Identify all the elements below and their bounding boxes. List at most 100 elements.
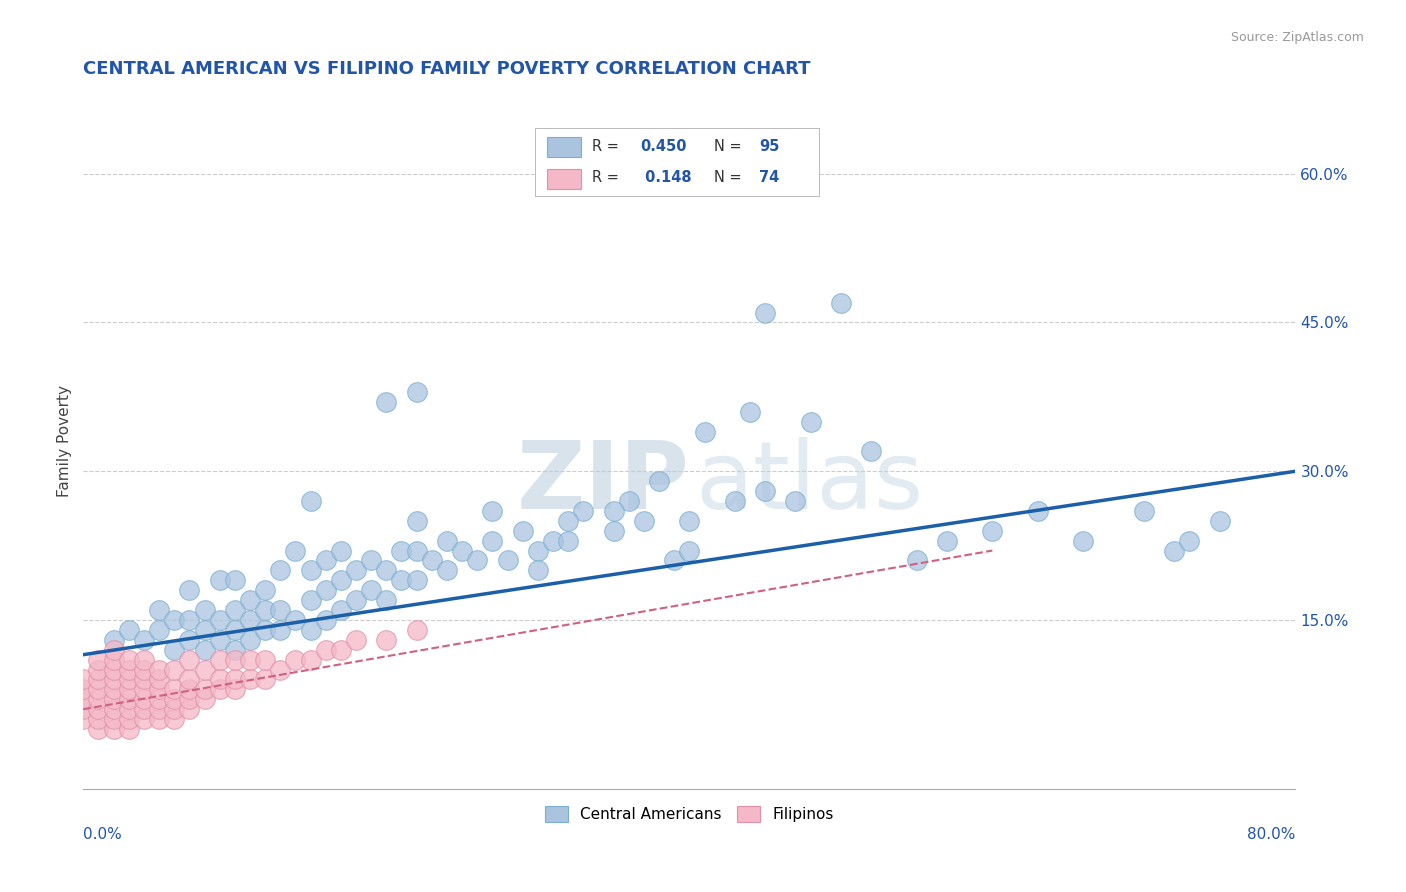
Point xyxy=(163,712,186,726)
Point xyxy=(118,663,141,677)
Point xyxy=(269,663,291,677)
Point xyxy=(72,673,94,687)
Point xyxy=(405,543,427,558)
Point xyxy=(148,623,170,637)
Point xyxy=(148,702,170,716)
Point xyxy=(103,692,125,706)
Point xyxy=(329,603,352,617)
Point xyxy=(375,632,398,647)
Point xyxy=(299,563,322,577)
Y-axis label: Family Poverty: Family Poverty xyxy=(58,385,72,498)
Text: N =: N = xyxy=(714,138,747,153)
Point xyxy=(163,702,186,716)
Point xyxy=(132,663,155,677)
Point xyxy=(72,692,94,706)
Point xyxy=(179,653,201,667)
Point xyxy=(754,484,776,499)
Point xyxy=(148,663,170,677)
Point xyxy=(87,663,110,677)
Point xyxy=(315,613,337,627)
Point xyxy=(193,692,215,706)
Point xyxy=(451,543,474,558)
Point xyxy=(1208,514,1230,528)
Point xyxy=(269,623,291,637)
Point xyxy=(132,692,155,706)
Point xyxy=(239,673,262,687)
Point xyxy=(299,653,322,667)
Point xyxy=(224,623,246,637)
Point xyxy=(299,623,322,637)
Point xyxy=(224,603,246,617)
Point xyxy=(179,613,201,627)
Point xyxy=(724,494,747,508)
Point xyxy=(375,593,398,607)
Point xyxy=(193,663,215,677)
Point xyxy=(329,642,352,657)
Point xyxy=(420,553,443,567)
Point xyxy=(87,682,110,697)
Text: ZIP: ZIP xyxy=(516,437,689,529)
Point xyxy=(360,583,382,598)
Point xyxy=(1178,533,1201,548)
Point xyxy=(239,593,262,607)
Point xyxy=(208,682,231,697)
Point xyxy=(1026,504,1049,518)
Point xyxy=(224,682,246,697)
Point xyxy=(693,425,716,439)
Point xyxy=(132,653,155,667)
Text: N =: N = xyxy=(714,170,747,186)
Point xyxy=(103,632,125,647)
Point xyxy=(1073,533,1095,548)
Point xyxy=(527,543,550,558)
Point xyxy=(905,553,928,567)
Point xyxy=(193,682,215,697)
Point xyxy=(103,663,125,677)
Point xyxy=(664,553,686,567)
Point xyxy=(72,682,94,697)
Point xyxy=(148,603,170,617)
Point xyxy=(254,653,277,667)
Point xyxy=(132,632,155,647)
Point xyxy=(315,553,337,567)
Point xyxy=(163,682,186,697)
Point xyxy=(481,504,503,518)
Point xyxy=(118,702,141,716)
Point xyxy=(436,563,458,577)
Point xyxy=(254,583,277,598)
Point xyxy=(118,653,141,667)
Point xyxy=(118,722,141,736)
Point xyxy=(527,563,550,577)
Point xyxy=(557,514,579,528)
Point xyxy=(224,642,246,657)
FancyBboxPatch shape xyxy=(547,136,581,157)
Point xyxy=(254,623,277,637)
Point xyxy=(208,673,231,687)
Point xyxy=(738,405,761,419)
Point xyxy=(284,653,307,667)
Text: 95: 95 xyxy=(759,138,779,153)
Point xyxy=(329,543,352,558)
Point xyxy=(239,613,262,627)
Point xyxy=(193,623,215,637)
Point xyxy=(103,642,125,657)
Point xyxy=(284,543,307,558)
Point xyxy=(405,384,427,399)
Point xyxy=(254,603,277,617)
FancyBboxPatch shape xyxy=(547,169,581,189)
Point xyxy=(617,494,640,508)
Point xyxy=(254,673,277,687)
Point xyxy=(163,663,186,677)
Point xyxy=(754,305,776,319)
Text: 0.0%: 0.0% xyxy=(83,827,122,842)
Point xyxy=(87,722,110,736)
Point xyxy=(436,533,458,548)
Point xyxy=(72,702,94,716)
Point xyxy=(633,514,655,528)
Point xyxy=(87,673,110,687)
Point xyxy=(179,702,201,716)
Point xyxy=(1163,543,1185,558)
Point xyxy=(208,613,231,627)
Text: atlas: atlas xyxy=(696,437,924,529)
Text: R =: R = xyxy=(592,170,623,186)
Point xyxy=(405,574,427,588)
